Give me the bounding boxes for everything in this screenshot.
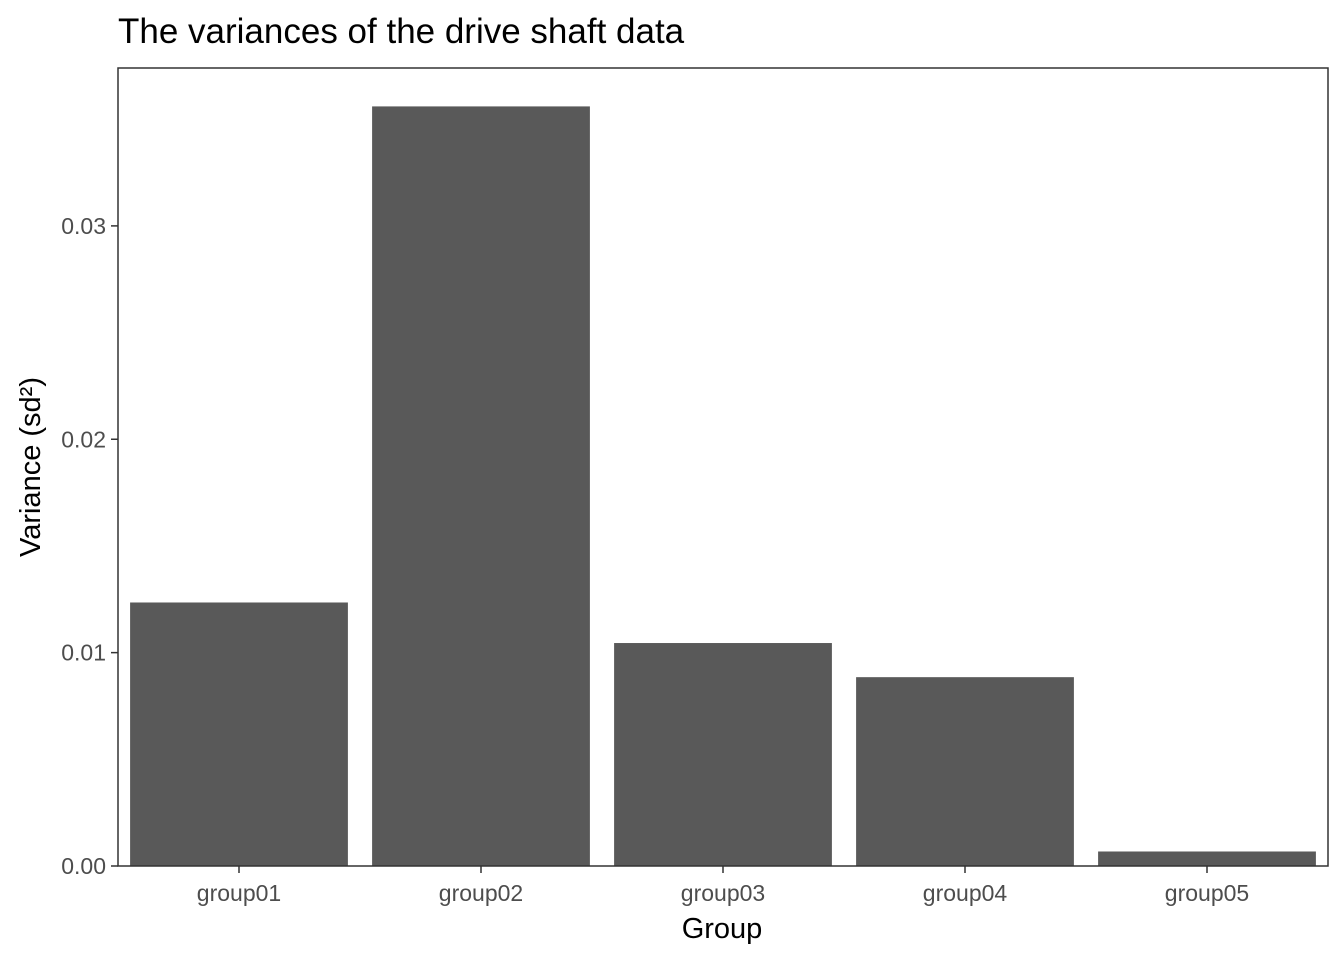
x-tick-label-group04: group04 [923, 880, 1008, 906]
y-axis: 0.00 0.01 0.02 0.03 [61, 213, 118, 879]
bar-group05 [1098, 851, 1316, 866]
y-tick-label-1: 0.01 [61, 640, 106, 666]
y-tick-label-3: 0.03 [61, 213, 106, 239]
x-axis-title: Group [682, 913, 763, 945]
bar-group01 [130, 602, 348, 866]
x-axis: group01 group02 group03 group04 group05 [197, 866, 1249, 906]
y-tick-label-0: 0.00 [61, 853, 106, 879]
chart-title: The variances of the drive shaft data [118, 12, 685, 51]
bars-layer [130, 106, 1316, 866]
bar-group03 [614, 643, 832, 866]
x-tick-label-group01: group01 [197, 880, 281, 906]
x-tick-label-group03: group03 [681, 880, 765, 906]
y-tick-label-2: 0.02 [61, 426, 106, 452]
x-tick-label-group02: group02 [439, 880, 523, 906]
x-tick-label-group05: group05 [1165, 880, 1249, 906]
y-axis-title: Variance (sd²) [15, 377, 47, 557]
bar-group04 [856, 677, 1074, 866]
bar-group02 [372, 106, 590, 866]
